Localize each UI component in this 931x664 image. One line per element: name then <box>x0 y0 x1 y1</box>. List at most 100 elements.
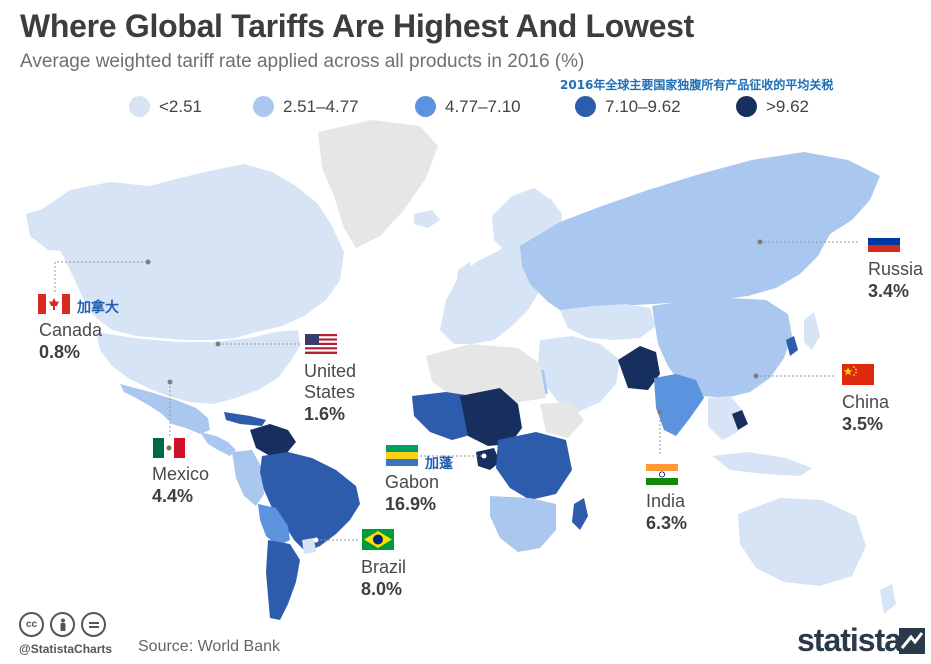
region-greenland <box>318 120 438 248</box>
callout-united-states: United States 1.6% <box>304 361 356 425</box>
source-note: Source: World Bank <box>138 638 280 655</box>
statista-logo: statista <box>797 622 902 658</box>
callout-brazil: Brazil 8.0% <box>361 557 406 600</box>
china-flag-icon <box>842 364 874 385</box>
tariff-value: 4.4% <box>152 486 194 506</box>
dot-canada <box>145 259 151 265</box>
legend-item: 4.77–7.10 <box>415 96 521 117</box>
country-name-line1: United <box>304 361 357 381</box>
region-canada <box>38 164 344 340</box>
callout-russia: Russia 3.4% <box>868 259 923 302</box>
dot-brazil <box>313 537 319 543</box>
region-gabon <box>476 448 500 470</box>
region-uruguay <box>302 538 316 554</box>
tariff-value: 8.0% <box>361 579 403 599</box>
country-name: Russia <box>868 259 924 279</box>
legend-item: 7.10–9.62 <box>575 96 681 117</box>
chart-subtitle-cn: 2016年全球主要国家独腹所有产品征收的平均关税 <box>560 78 834 92</box>
dot-mexico <box>167 379 173 385</box>
gabon-cn-label: 加蓬 <box>425 456 453 472</box>
legend-swatch <box>253 96 274 117</box>
legend-item: <2.51 <box>129 96 202 117</box>
region-europe <box>440 198 562 344</box>
region-peru <box>232 450 264 506</box>
callout-canada: Canada 0.8% <box>39 320 102 363</box>
dot-india <box>657 409 663 415</box>
country-name: Brazil <box>361 557 407 577</box>
leader-canada <box>54 261 148 292</box>
dot-gabon <box>481 453 487 459</box>
region-caribbean <box>224 412 266 426</box>
dot-russia <box>757 239 763 245</box>
chart-title: Where Global Tariffs Are Highest And Low… <box>20 8 694 44</box>
russia-flag-icon <box>868 231 900 252</box>
legend-item: 2.51–4.77 <box>253 96 359 117</box>
brazil-flag-icon <box>362 529 394 550</box>
region-thailand <box>732 410 748 430</box>
country-name: Gabon <box>385 472 440 492</box>
callout-india: India 6.3% <box>646 491 687 534</box>
region-scandinavia <box>492 188 548 252</box>
region-brazil <box>260 452 360 552</box>
country-name-line2: States <box>304 382 356 402</box>
tariff-value: 1.6% <box>304 404 346 424</box>
country-name: Mexico <box>152 464 210 484</box>
region-pakistan <box>618 346 660 390</box>
region-southeast-asia <box>708 396 744 440</box>
legend-swatch <box>129 96 150 117</box>
region-bolivia <box>258 504 290 546</box>
tariff-value: 3.4% <box>868 281 910 301</box>
region-venezuela <box>250 424 296 456</box>
region-north-africa <box>426 344 546 402</box>
region-madagascar <box>572 498 588 530</box>
legend-label: 7.10–9.62 <box>605 96 681 116</box>
legend-label: 2.51–4.77 <box>283 96 359 116</box>
region-mexico <box>120 384 210 434</box>
statista-handle: @StatistaCharts <box>19 642 113 656</box>
region-uk <box>456 262 474 296</box>
region-china <box>652 298 792 398</box>
region-middle-east <box>538 336 620 412</box>
region-russia <box>520 152 880 314</box>
gabon-flag-icon <box>386 445 418 466</box>
region-united-states <box>96 330 300 404</box>
dot-china <box>753 373 759 379</box>
region-sahel <box>460 388 522 446</box>
country-name: India <box>646 491 686 511</box>
mexico-flag-icon <box>153 438 185 458</box>
region-central-asia <box>560 304 656 340</box>
region-southern-africa <box>490 496 556 552</box>
region-alaska <box>26 204 84 252</box>
callout-mexico: Mexico 4.4% <box>152 464 209 507</box>
legend-label: 4.77–7.10 <box>445 96 521 116</box>
no-derivatives-icon <box>81 612 106 637</box>
callout-china: China 3.5% <box>842 392 889 435</box>
legend-swatch <box>575 96 596 117</box>
creative-commons-icon: cc <box>19 612 44 637</box>
country-name: China <box>842 392 890 412</box>
region-australia <box>738 498 866 586</box>
region-new-zealand <box>880 584 896 614</box>
tariff-value: 0.8% <box>39 342 81 362</box>
tariff-value: 3.5% <box>842 414 884 434</box>
usa-flag-icon <box>305 334 337 354</box>
region-indonesia <box>712 452 812 476</box>
tariff-value: 16.9% <box>385 494 437 514</box>
tariff-value: 6.3% <box>646 513 688 533</box>
dot-united-states <box>215 341 221 347</box>
legend-swatch <box>736 96 757 117</box>
region-india <box>654 374 704 436</box>
legend-label: <2.51 <box>159 96 203 116</box>
region-japan <box>804 312 820 350</box>
region-argentina <box>266 540 300 620</box>
canada-cn-label: 加拿大 <box>77 300 119 316</box>
region-east-africa <box>496 432 572 500</box>
country-name: Canada <box>39 320 103 340</box>
region-iceland <box>414 210 440 228</box>
legend-label: >9.62 <box>766 96 810 116</box>
region-korea <box>786 336 798 356</box>
canada-flag-icon <box>38 294 70 314</box>
region-central-america <box>200 432 236 456</box>
